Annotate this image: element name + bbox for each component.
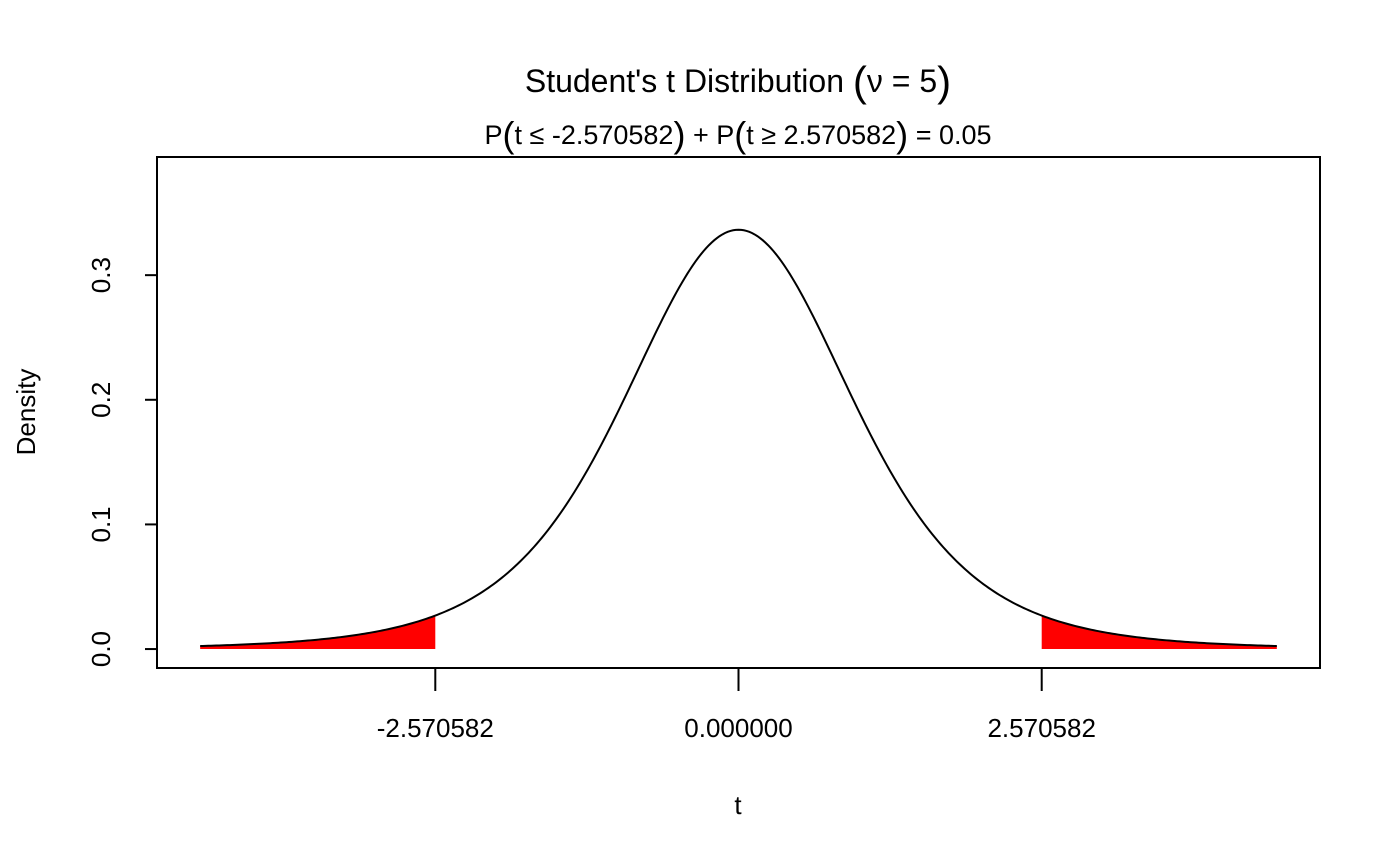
x-tick-label: 0.000000 — [684, 713, 792, 743]
y-tick-label: 0.2 — [86, 382, 116, 418]
y-tick-label: 0.1 — [86, 506, 116, 542]
x-axis-label: t — [734, 790, 742, 820]
y-tick-label: 0.0 — [86, 631, 116, 667]
x-tick-label: 2.570582 — [987, 713, 1095, 743]
chart-title: Student's t Distribution (ν = 5) — [525, 58, 951, 105]
left-tail-shade — [200, 615, 436, 650]
x-tick-label: -2.570582 — [377, 713, 494, 743]
x-axis: -2.570582 0.000000 2.570582 — [377, 667, 1096, 743]
plot-box — [156, 156, 1321, 669]
y-axis-label: Density — [11, 369, 41, 456]
y-axis: 0.0 0.1 0.2 0.3 — [86, 257, 158, 667]
chart-subtitle: P(t ≤ -2.570582) + P(t ≥ 2.570582) = 0.0… — [484, 114, 991, 155]
right-tail-shade — [1041, 615, 1277, 650]
y-tick-label: 0.3 — [86, 257, 116, 293]
density-curve — [200, 228, 1277, 648]
